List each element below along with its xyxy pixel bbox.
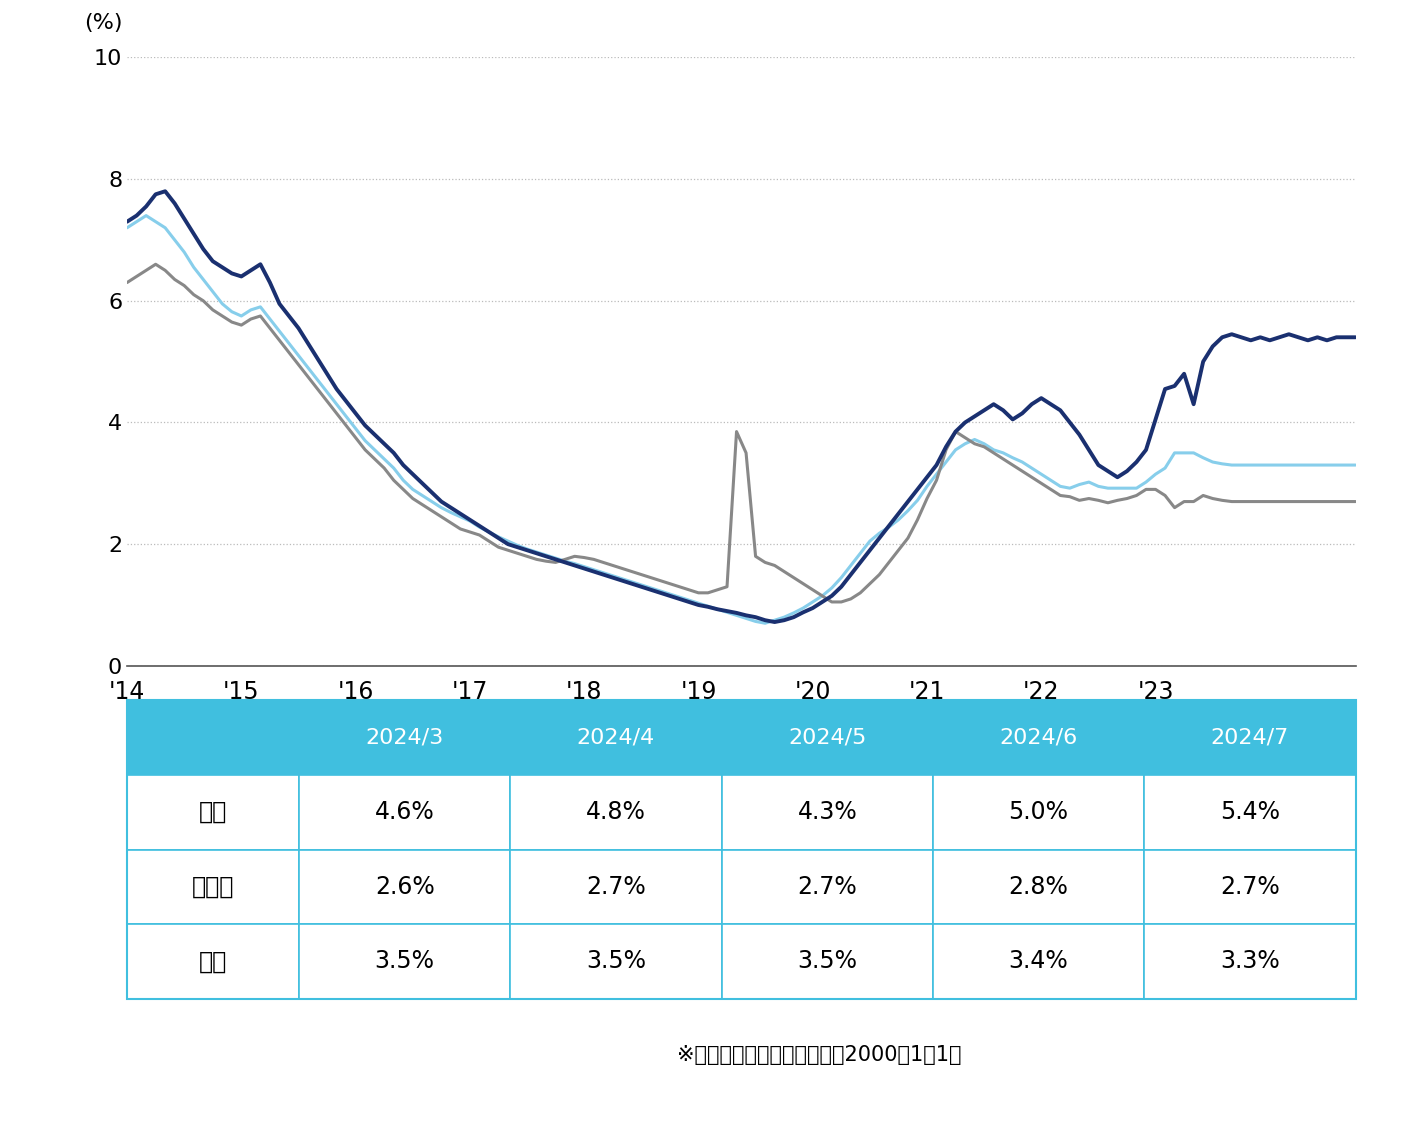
Bar [933,924,1144,999]
Text: 2024/5: 2024/5 [788,728,867,747]
Text: 2.8%: 2.8% [1008,875,1069,899]
Text: 2024/4: 2024/4 [578,728,655,747]
Text: 2024/3: 2024/3 [366,728,443,747]
Text: 3.5%: 3.5% [586,949,647,974]
Bar [127,700,299,775]
Text: 2.7%: 2.7% [1220,875,1279,899]
Text: 2.6%: 2.6% [374,875,435,899]
Text: 3.5%: 3.5% [374,949,435,974]
Text: 2.7%: 2.7% [798,875,857,899]
Bar [299,700,510,775]
Bar [1144,850,1356,924]
Legend: 北区, 中央区, 西区: 北区, 中央区, 西区 [452,700,1031,747]
Text: (%): (%) [85,13,123,33]
Bar [299,775,510,850]
Text: 4.8%: 4.8% [586,800,645,824]
Bar [933,700,1144,775]
Bar [127,775,299,850]
Text: 2.7%: 2.7% [586,875,645,899]
Text: 中央区: 中央区 [192,875,234,899]
Bar [1144,700,1356,775]
Text: 4.3%: 4.3% [798,800,857,824]
Bar [510,775,722,850]
Text: 3.5%: 3.5% [798,949,857,974]
Bar [510,850,722,924]
Text: 4.6%: 4.6% [374,800,435,824]
Bar [933,775,1144,850]
Bar [1144,924,1356,999]
Bar [510,924,722,999]
Bar [299,924,510,999]
Bar [299,850,510,924]
Text: 5.4%: 5.4% [1220,800,1279,824]
Bar [722,924,933,999]
Bar [933,850,1144,924]
Bar [722,850,933,924]
Text: 西区: 西区 [199,949,227,974]
Text: 北区: 北区 [199,800,227,824]
Bar [510,700,722,775]
Bar [1144,775,1356,850]
Text: 3.4%: 3.4% [1008,949,1069,974]
Bar [722,700,933,775]
Text: 5.0%: 5.0% [1008,800,1069,824]
Bar [127,850,299,924]
Bar [722,775,933,850]
Text: ※統　計　開　始　日　：　2000年1月1日: ※統 計 開 始 日 ： 2000年1月1日 [676,1045,962,1064]
Text: 3.3%: 3.3% [1220,949,1279,974]
Bar [127,924,299,999]
Text: 2024/7: 2024/7 [1210,728,1289,747]
Text: 2024/6: 2024/6 [1000,728,1077,747]
